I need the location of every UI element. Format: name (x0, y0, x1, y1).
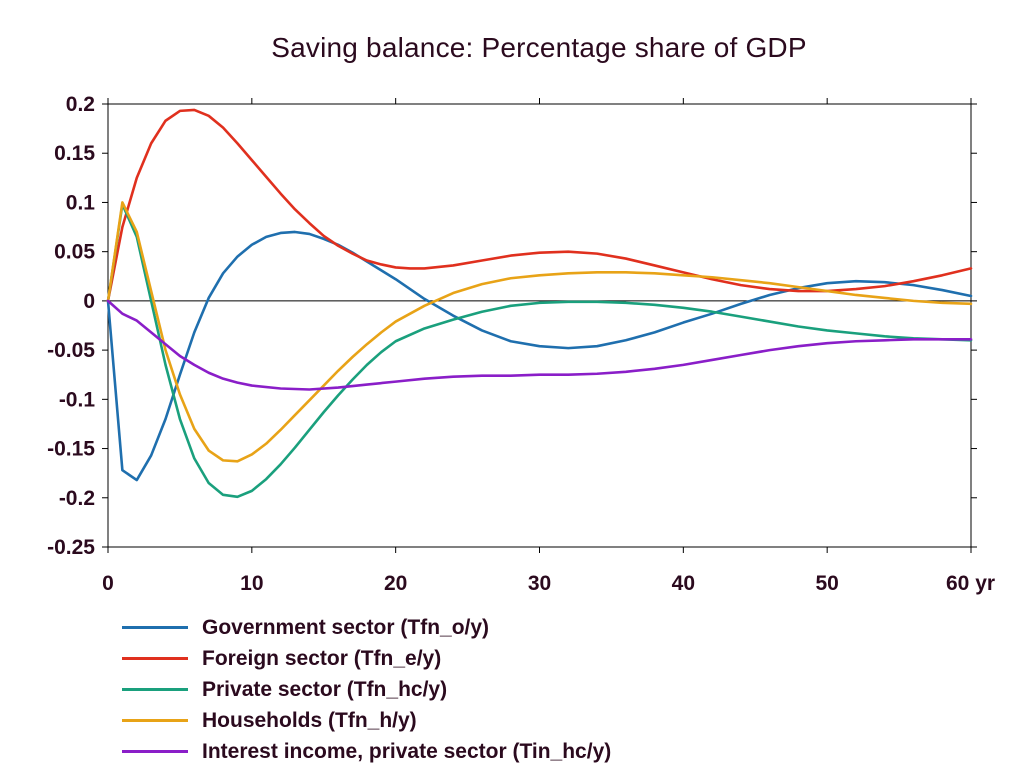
legend-item: Foreign sector (Tfn_e/y) (122, 643, 611, 674)
legend-label: Households (Tfn_h/y) (202, 708, 417, 732)
series-line-2 (106, 108, 973, 303)
legend-item: Interest income, private sector (Tin_hc/… (122, 736, 611, 767)
plot-frame (107, 103, 972, 548)
series-line-4 (106, 201, 973, 463)
x-axis: 0 10 20 30 40 50 60 yr (102, 98, 995, 595)
legend-swatch (122, 688, 188, 691)
legend-label: Government sector (Tfn_o/y) (202, 615, 490, 639)
legend-label: Private sector (Tfn_hc/y) (202, 677, 448, 701)
legend-label: Interest income, private sector (Tin_hc/… (202, 739, 612, 763)
y-tick-label: -0.05 (47, 339, 95, 362)
x-tick-label: 0 (102, 572, 114, 595)
legend-swatch (122, 750, 188, 753)
y-tick-label: 0 (83, 290, 95, 313)
y-tick-label: 0.1 (66, 191, 96, 214)
x-tick-label: 50 (815, 572, 838, 595)
x-tick-label: 30 (528, 572, 551, 595)
legend-swatch (122, 657, 188, 660)
y-tick-label: -0.15 (47, 438, 95, 461)
y-tick-label: 0.2 (66, 93, 95, 116)
y-axis: 0.2 0.15 0.1 0.05 0 -0.05 -0.1 -0.15 -0.2 -0.25 (47, 93, 977, 559)
x-tick-label: 60 yr (946, 572, 995, 595)
legend: Government sector (Tfn_o/y) Foreign secto… (122, 612, 611, 767)
chart-title: Saving balance: Percentage share of GDP (271, 32, 807, 63)
x-tick-label: 10 (240, 572, 263, 595)
y-tick-label: 0.15 (54, 142, 95, 165)
x-tick-label: 20 (384, 572, 407, 595)
plot-area: 0.2 0.15 0.1 0.05 0 -0.05 -0.1 -0.15 -0.2 -0.25 0… (47, 93, 995, 595)
legend-swatch (122, 626, 188, 629)
y-tick-label: 0.05 (54, 241, 95, 264)
y-tick-label: -0.1 (59, 388, 96, 411)
series-line-3 (106, 203, 973, 499)
legend-item: Private sector (Tfn_hc/y) (122, 674, 611, 705)
y-tick-label: -0.25 (47, 536, 95, 559)
legend-swatch (122, 719, 188, 722)
legend-label: Foreign sector (Tfn_e/y) (202, 646, 442, 670)
y-tick-label: -0.2 (59, 487, 95, 510)
legend-item: Households (Tfn_h/y) (122, 705, 611, 736)
series-line-1 (106, 230, 973, 482)
series-line-5 (106, 299, 973, 391)
x-tick-label: 40 (672, 572, 695, 595)
legend-item: Government sector (Tfn_o/y) (122, 612, 611, 643)
series-lines (106, 108, 973, 499)
